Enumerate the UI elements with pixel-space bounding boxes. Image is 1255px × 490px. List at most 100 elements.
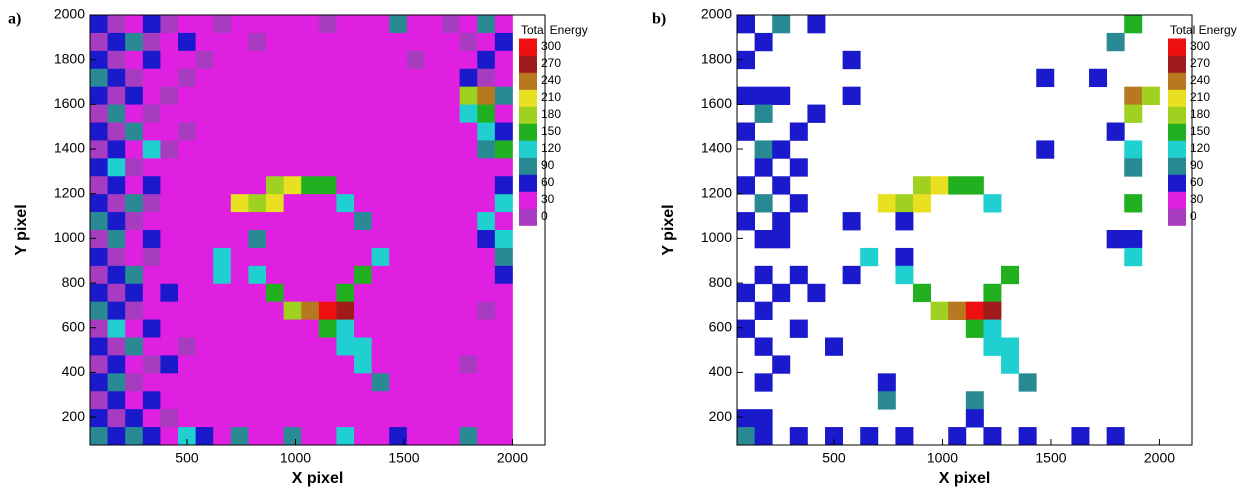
heat-cell: [772, 283, 791, 303]
heat-cell: [195, 50, 214, 70]
heat-cell: [266, 247, 285, 267]
heat-cell: [283, 212, 302, 231]
heat-cell: [406, 409, 425, 428]
heat-cell: [230, 391, 249, 410]
heat-cell: [477, 391, 496, 410]
heat-cell: [354, 104, 373, 123]
heat-cell: [371, 391, 390, 410]
heat-cell: [930, 176, 949, 195]
heat-cell: [389, 212, 408, 231]
heat-cell: [318, 355, 337, 374]
heat-cell: [230, 337, 249, 356]
heat-cell: [318, 50, 337, 70]
heat-cell: [178, 86, 197, 105]
heat-cell: [178, 158, 197, 177]
heat-cell: [195, 355, 214, 374]
heat-cell: [90, 15, 109, 34]
heat-cell: [160, 319, 179, 338]
heat-cell: [336, 50, 355, 70]
heat-cell: [737, 176, 756, 195]
heat-cell: [90, 194, 109, 213]
heat-cell: [142, 68, 161, 88]
heat-cell: [213, 409, 232, 428]
colorbar-swatch: [1168, 140, 1186, 158]
heat-cell: [230, 230, 249, 249]
heat-cell: [107, 427, 126, 446]
heat-cell: [301, 140, 320, 159]
heat-cell: [160, 355, 179, 374]
heat-cell: [354, 247, 373, 267]
heat-cell: [90, 104, 109, 123]
colorbar-swatch: [519, 123, 537, 141]
y-tick-label: 400: [709, 363, 733, 379]
heat-cell: [406, 50, 425, 70]
heat-cell: [283, 355, 302, 374]
x-tick-label: 2000: [1144, 450, 1175, 466]
heat-cell: [318, 247, 337, 267]
heat-cell: [860, 247, 879, 267]
x-tick-label: 500: [822, 450, 846, 466]
heat-cell: [125, 247, 144, 267]
heat-cell: [195, 301, 214, 320]
heat-cell: [389, 319, 408, 338]
heat-cell: [389, 247, 408, 267]
heat-cell: [318, 86, 337, 105]
heat-cell: [477, 194, 496, 213]
heat-cell: [178, 301, 197, 320]
colorbar-swatch: [519, 89, 537, 107]
heat-cell: [913, 194, 932, 213]
heat-cell: [354, 373, 373, 392]
heat-cell: [90, 427, 109, 446]
heat-cell: [406, 122, 425, 141]
heat-cell: [424, 50, 443, 70]
heat-cell: [895, 194, 914, 213]
heat-cell: [406, 391, 425, 410]
heat-cell: [107, 140, 126, 159]
y-tick-label: 1600: [54, 95, 85, 111]
heat-cell: [160, 230, 179, 249]
heat-cell: [459, 230, 478, 249]
heat-cell: [90, 301, 109, 320]
heat-cell: [213, 265, 232, 285]
heat-cell: [371, 265, 390, 285]
heat-cell: [494, 427, 513, 446]
heat-cell: [477, 265, 496, 285]
heat-cell: [125, 373, 144, 392]
heat-cell: [1106, 32, 1125, 52]
heat-cell: [459, 391, 478, 410]
heat-cell: [789, 122, 808, 141]
heat-cell: [248, 158, 267, 177]
heat-cell: [266, 337, 285, 356]
heat-cell: [178, 194, 197, 213]
heat-cell: [266, 391, 285, 410]
heat-cell: [318, 176, 337, 195]
heat-cell: [389, 140, 408, 159]
heat-cell: [442, 230, 461, 249]
heat-cell: [107, 409, 126, 428]
heat-cell: [283, 391, 302, 410]
heat-cell: [160, 283, 179, 303]
colorbar-swatch: [1168, 106, 1186, 124]
heat-cell: [406, 427, 425, 446]
heat-cell: [230, 140, 249, 159]
heat-cell: [983, 283, 1002, 303]
y-tick-label: 800: [62, 274, 86, 290]
heat-cell: [336, 104, 355, 123]
heat-cell: [301, 32, 320, 52]
heat-cell: [442, 104, 461, 123]
heat-cell: [825, 337, 844, 356]
heat-cell: [494, 86, 513, 105]
heat-cell: [178, 391, 197, 410]
heat-cell: [248, 104, 267, 123]
heat-cell: [389, 194, 408, 213]
heat-cell: [266, 68, 285, 88]
heat-cell: [90, 283, 109, 303]
heat-cell: [266, 373, 285, 392]
heat-cell: [248, 212, 267, 231]
heat-cell: [107, 68, 126, 88]
heat-cell: [442, 247, 461, 267]
heat-cell: [930, 301, 949, 320]
heat-cell: [459, 176, 478, 195]
heat-cell: [125, 301, 144, 320]
heat-cell: [1001, 355, 1020, 374]
